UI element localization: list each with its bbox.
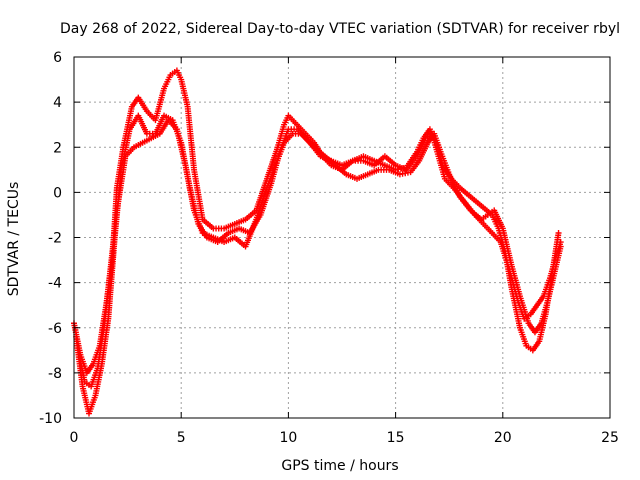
y-axis-label: SDTVAR / TECUs — [6, 182, 22, 297]
y-tick-label: -4 — [48, 276, 62, 292]
x-tick-label: 0 — [70, 430, 79, 446]
y-tick-label: -6 — [48, 321, 62, 337]
axis-ticks: 0 5 10 15 20 25 -10 -8 -6 -4 -2 0 2 4 6 — [39, 50, 619, 446]
x-tick-label: 25 — [601, 430, 619, 446]
chart-title: Day 268 of 2022, Sidereal Day-to-day VTE… — [60, 21, 620, 37]
data-point — [557, 239, 564, 246]
data-markers — [71, 67, 564, 417]
y-tick-label: -8 — [48, 366, 62, 382]
x-axis-label: GPS time / hours — [281, 458, 398, 474]
y-tick-label: -2 — [48, 231, 62, 247]
x-tick-label: 20 — [494, 430, 512, 446]
x-tick-label: 10 — [279, 430, 297, 446]
y-tick-label: 4 — [53, 95, 62, 111]
x-tick-label: 15 — [387, 430, 405, 446]
y-tick-label: 2 — [53, 140, 62, 156]
y-tick-label: 6 — [53, 50, 62, 66]
x-tick-label: 5 — [177, 430, 186, 446]
grid-lines — [74, 57, 610, 418]
y-tick-label: 0 — [53, 185, 62, 201]
data-point — [555, 229, 562, 236]
y-tick-label: -10 — [39, 411, 62, 427]
